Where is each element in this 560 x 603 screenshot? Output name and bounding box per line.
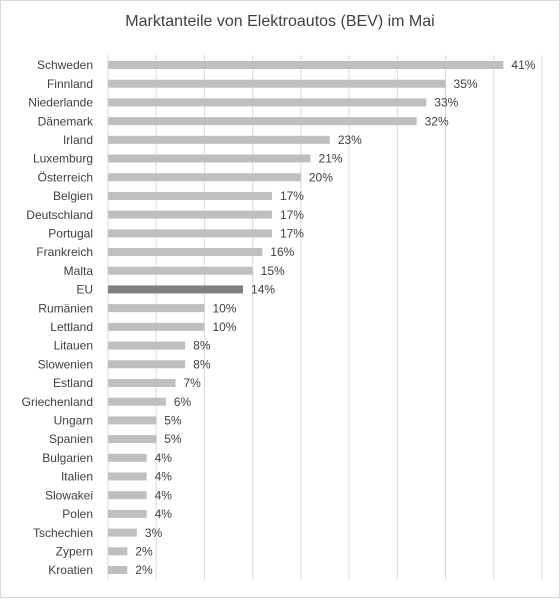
value-label: 23%: [338, 133, 362, 147]
value-label: 33%: [434, 96, 458, 110]
value-label: 17%: [280, 189, 304, 203]
category-label: Niederlande: [28, 96, 93, 110]
bar: [108, 210, 272, 219]
bar: [108, 135, 330, 144]
category-label: EU: [76, 283, 93, 297]
bar: [108, 248, 263, 257]
bar: [108, 266, 253, 275]
value-label: 2%: [135, 563, 153, 577]
chart-title: Marktanteile von Elektroautos (BEV) im M…: [125, 13, 434, 30]
category-label: Ungarn: [54, 414, 93, 428]
value-label: 5%: [164, 414, 182, 428]
value-label: 7%: [184, 376, 202, 390]
bar: [108, 191, 272, 200]
bar: [108, 435, 157, 444]
value-label: 14%: [251, 283, 275, 297]
bar: [108, 528, 137, 537]
value-label: 5%: [164, 432, 182, 446]
value-label: 41%: [511, 58, 535, 72]
category-label: Dänemark: [38, 114, 94, 128]
value-label: 4%: [155, 451, 173, 465]
value-label: 6%: [174, 395, 192, 409]
category-label: Portugal: [48, 227, 93, 241]
bar: [108, 453, 147, 462]
category-label: Frankreich: [36, 245, 93, 259]
category-label: Belgien: [53, 189, 93, 203]
category-label: Irland: [63, 133, 93, 147]
value-label: 10%: [212, 320, 236, 334]
value-label: 10%: [212, 301, 236, 315]
bar: [108, 61, 504, 69]
value-label: 4%: [155, 470, 173, 484]
bar: [108, 98, 427, 107]
bar: [108, 341, 186, 350]
category-label: Lettland: [50, 320, 93, 334]
value-label: 35%: [454, 77, 478, 91]
bar: [108, 322, 205, 331]
bar: [108, 397, 166, 406]
value-label: 8%: [193, 357, 211, 371]
category-label: Italien: [61, 470, 93, 484]
value-label: 2%: [135, 544, 153, 558]
value-label: 15%: [261, 264, 285, 278]
bar: [108, 509, 147, 518]
bar: [108, 472, 147, 481]
bar: [108, 416, 157, 425]
value-label: 17%: [280, 227, 304, 241]
category-label: Slowenien: [38, 357, 93, 371]
value-label: 32%: [425, 114, 449, 128]
category-label: Tschechien: [33, 526, 93, 540]
category-label: Finnland: [47, 77, 93, 91]
category-label: Estland: [53, 376, 93, 390]
bar: [108, 360, 186, 369]
bar: [108, 378, 176, 387]
value-label: 16%: [270, 245, 294, 259]
bar: [108, 547, 128, 556]
category-label: Luxemburg: [33, 152, 93, 166]
category-label: Polen: [62, 507, 93, 521]
value-label: 8%: [193, 339, 211, 353]
bar: [108, 304, 205, 313]
category-label: Malta: [64, 264, 94, 278]
category-label: Österreich: [38, 170, 93, 184]
bar: [108, 566, 128, 574]
value-label: 3%: [145, 526, 163, 540]
bar: [108, 173, 301, 182]
bar: [108, 285, 244, 294]
bar: [108, 79, 446, 88]
category-label: Spanien: [49, 432, 93, 446]
category-label: Deutschland: [26, 208, 93, 222]
category-label: Rumänien: [38, 301, 93, 315]
category-label: Bulgarien: [42, 451, 93, 465]
bar: [108, 154, 311, 163]
category-label: Zypern: [56, 544, 93, 558]
value-label: 21%: [319, 152, 343, 166]
category-label: Griechenland: [22, 395, 93, 409]
value-label: 17%: [280, 208, 304, 222]
category-label: Slowakei: [45, 488, 93, 502]
category-label: Litauen: [54, 339, 93, 353]
bar: [108, 117, 417, 126]
value-label: 4%: [155, 507, 173, 521]
category-label: Kroatien: [48, 563, 93, 577]
value-label: 20%: [309, 170, 333, 184]
bar: [108, 229, 272, 238]
value-label: 4%: [155, 488, 173, 502]
category-label: Schweden: [37, 58, 93, 72]
bar: [108, 491, 147, 500]
